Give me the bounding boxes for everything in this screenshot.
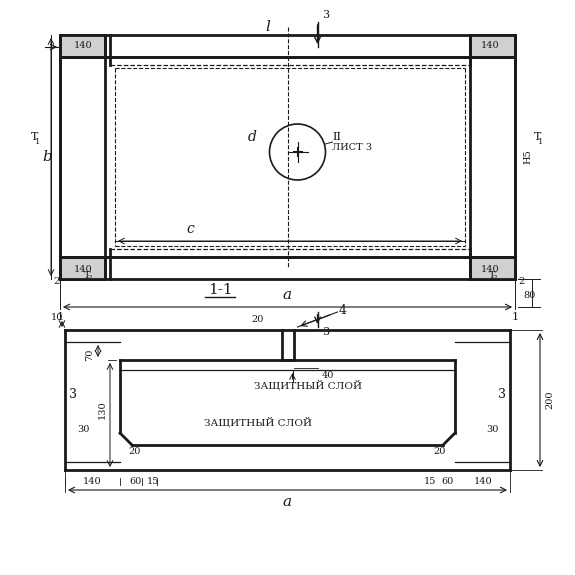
- Text: 1: 1: [56, 312, 64, 322]
- Text: ЗАЩИТНЫЙ СЛОЙ: ЗАЩИТНЫЙ СЛОЙ: [254, 380, 362, 390]
- Text: 140: 140: [74, 40, 93, 49]
- Text: 30: 30: [486, 426, 498, 435]
- Bar: [470, 257, 515, 279]
- Text: 2: 2: [88, 274, 92, 282]
- Text: 10: 10: [51, 313, 63, 323]
- Bar: [60, 35, 105, 57]
- Text: 140: 140: [83, 477, 101, 486]
- Text: H5: H5: [523, 150, 532, 164]
- Text: T: T: [84, 270, 90, 279]
- Text: 20: 20: [434, 447, 446, 457]
- Text: 15: 15: [424, 477, 436, 486]
- Text: c: c: [186, 222, 194, 236]
- Text: 1: 1: [511, 312, 519, 322]
- Text: 1: 1: [538, 138, 544, 146]
- Text: 2: 2: [53, 278, 60, 286]
- Text: 200: 200: [546, 391, 554, 409]
- Text: T: T: [31, 132, 39, 142]
- Text: l: l: [265, 20, 270, 34]
- Text: 3: 3: [69, 389, 77, 401]
- Text: 140: 140: [474, 477, 492, 486]
- Text: 140: 140: [481, 264, 499, 274]
- Text: a: a: [283, 288, 292, 302]
- Text: 60: 60: [441, 477, 453, 486]
- Text: T: T: [534, 132, 542, 142]
- Text: 60: 60: [129, 477, 141, 486]
- Text: 130: 130: [98, 401, 106, 419]
- Text: 3: 3: [323, 327, 329, 337]
- Bar: [60, 57, 515, 257]
- Text: 1-1: 1-1: [208, 283, 232, 297]
- Text: a: a: [283, 495, 292, 509]
- Text: 3: 3: [498, 389, 506, 401]
- Bar: [60, 35, 515, 57]
- Text: 30: 30: [77, 426, 89, 435]
- Bar: [60, 257, 105, 279]
- Text: 1: 1: [35, 138, 41, 146]
- Text: 2: 2: [493, 274, 497, 282]
- Bar: [470, 35, 515, 57]
- Text: 40: 40: [321, 370, 333, 380]
- Text: 2: 2: [518, 278, 524, 286]
- Text: II: II: [332, 132, 342, 142]
- Text: 140: 140: [481, 40, 499, 49]
- Text: b: b: [42, 150, 52, 164]
- Text: 20: 20: [251, 316, 264, 324]
- Text: 140: 140: [74, 264, 93, 274]
- Text: T: T: [489, 270, 495, 279]
- Text: 80: 80: [524, 290, 536, 300]
- Text: ЛИСТ 3: ЛИСТ 3: [332, 143, 373, 151]
- Text: ЗАЩИТНЫЙ СЛОЙ: ЗАЩИТНЫЙ СЛОЙ: [204, 417, 312, 427]
- Text: 70: 70: [86, 349, 94, 361]
- Text: 4: 4: [339, 304, 347, 316]
- Bar: [60, 257, 515, 279]
- Text: 20: 20: [129, 447, 141, 457]
- Text: 15: 15: [147, 477, 159, 486]
- Text: 3: 3: [323, 10, 329, 20]
- Text: d: d: [248, 130, 257, 144]
